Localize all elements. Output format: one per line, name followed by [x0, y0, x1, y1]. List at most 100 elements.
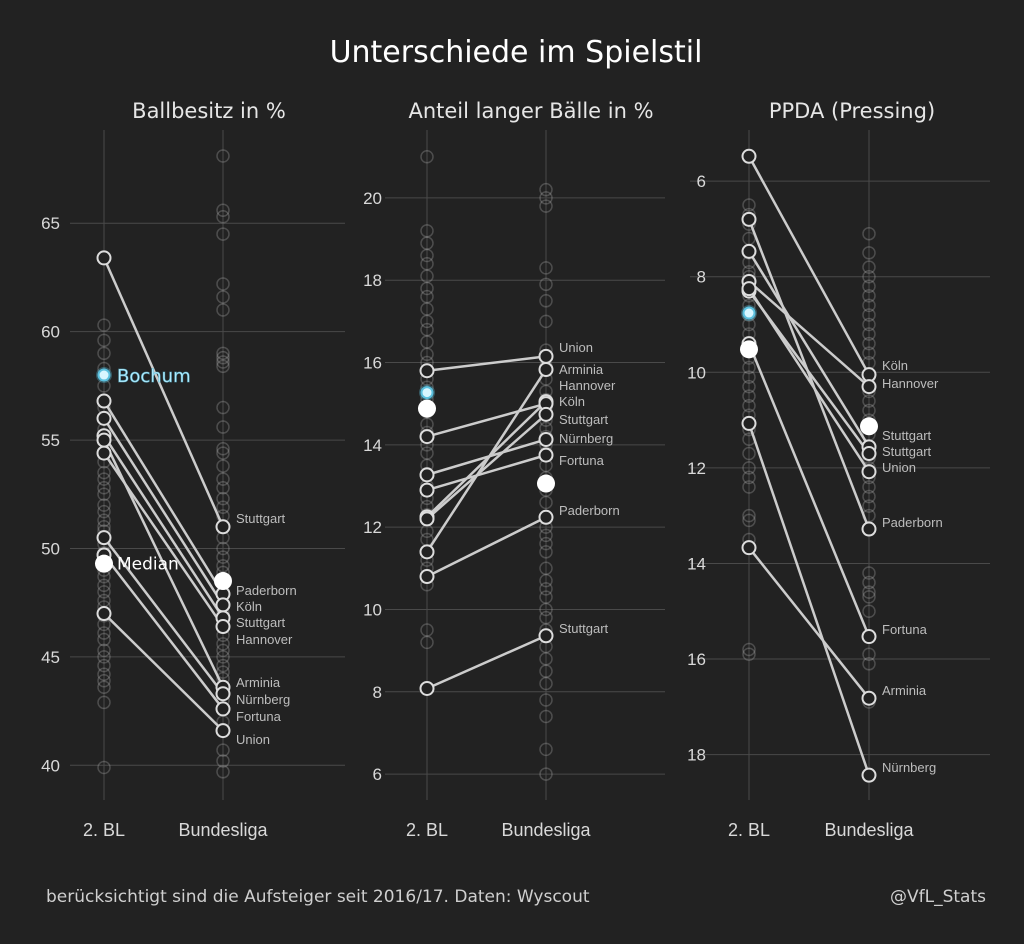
other-team-point — [539, 536, 553, 551]
team-slope-line — [426, 634, 547, 690]
team-point — [419, 429, 435, 445]
other-team-point — [539, 191, 553, 205]
team-slope-line — [103, 612, 224, 732]
team-slope-line — [102, 400, 225, 595]
y-tick-label: 8 — [373, 683, 382, 702]
other-team-point — [420, 281, 434, 296]
other-team-point — [216, 290, 230, 304]
other-team-point — [420, 623, 434, 637]
team-label: Nürnberg — [236, 692, 290, 707]
other-team-point — [97, 487, 111, 502]
highlight-point — [420, 386, 434, 400]
team-label: Fortuna — [236, 709, 282, 724]
team-point — [96, 393, 112, 409]
other-team-point — [539, 314, 553, 329]
team-point — [215, 723, 231, 739]
team-label: Union — [236, 732, 270, 747]
other-team-point — [539, 182, 553, 197]
x-tick-label: 2. BL — [728, 820, 770, 840]
other-team-point — [97, 585, 111, 599]
other-team-point — [862, 289, 876, 303]
highlight-label: Bochum — [117, 366, 191, 387]
other-team-point — [539, 590, 553, 604]
other-team-point — [420, 289, 434, 304]
other-team-point — [97, 680, 111, 694]
other-team-point — [97, 578, 111, 593]
median-point — [214, 572, 232, 591]
team-slope-line — [102, 417, 225, 606]
median-point — [418, 399, 436, 418]
other-team-point — [216, 550, 230, 564]
other-team-point — [97, 632, 111, 647]
other-team-point — [742, 513, 756, 528]
other-team-point — [216, 346, 230, 361]
other-team-point — [216, 559, 230, 573]
other-team-point — [216, 500, 230, 515]
team-point — [215, 686, 231, 702]
other-team-point — [216, 658, 230, 673]
team-point — [96, 432, 112, 448]
team-label: Arminia — [882, 683, 927, 698]
other-team-point — [97, 626, 111, 640]
other-team-point — [97, 673, 111, 688]
panel-3: 6 8 10 12 14 16 18 2. BL Bundesliga Köln Hannover S… — [687, 130, 990, 840]
team-slope-line — [747, 287, 871, 473]
other-team-point — [97, 650, 111, 664]
team-point — [538, 362, 554, 378]
footer-note: berücksichtigt sind die Aufsteiger seit … — [46, 887, 590, 907]
other-team-point — [862, 657, 876, 671]
median-label: Median — [117, 555, 179, 575]
team-point — [419, 511, 435, 527]
other-team-point — [216, 541, 230, 556]
team-point — [861, 446, 877, 462]
other-team-point — [216, 277, 230, 291]
other-team-point — [420, 635, 434, 650]
team-slope-line — [426, 453, 547, 492]
other-team-point — [216, 643, 230, 658]
team-point — [538, 431, 554, 447]
team-label: Stuttgart — [882, 428, 932, 443]
other-team-point — [539, 602, 553, 617]
team-label: Köln — [236, 599, 262, 614]
y-tick-label: 10 — [687, 363, 706, 382]
y-tick-label: 16 — [363, 354, 382, 373]
other-team-point — [742, 379, 756, 394]
other-team-point — [539, 709, 553, 724]
other-team-point — [742, 446, 756, 461]
other-team-point — [216, 491, 230, 506]
team-slope-line — [747, 343, 871, 638]
other-team-point — [97, 695, 111, 710]
other-team-point — [216, 209, 230, 224]
other-team-point — [216, 765, 230, 779]
other-team-point — [97, 318, 111, 332]
team-label: Paderborn — [236, 583, 297, 598]
team-slope-line — [426, 438, 547, 477]
team-slope-line — [103, 536, 224, 695]
team-label: Hannover — [236, 632, 293, 647]
team-point — [861, 464, 877, 480]
team-label: Fortuna — [559, 453, 605, 468]
y-tick-label: 18 — [363, 271, 382, 290]
team-slope-line — [102, 439, 225, 688]
team-label: Arminia — [236, 675, 281, 690]
panel-2: 6 8 10 12 14 16 18 20 2. BL Bundesliga Union Armini… — [363, 130, 665, 840]
team-point — [861, 767, 877, 783]
other-team-point — [539, 199, 553, 213]
other-team-point — [420, 224, 434, 238]
team-label: Stuttgart — [236, 615, 286, 630]
team-slope-line — [103, 554, 224, 710]
y-tick-label: 10 — [363, 600, 382, 619]
team-label: Union — [559, 340, 593, 355]
team-point — [861, 521, 877, 537]
team-slope-line — [102, 435, 225, 619]
team-slope-line — [747, 423, 871, 776]
other-team-point — [97, 658, 111, 673]
team-label: Hannover — [559, 378, 616, 393]
y-tick-label: 14 — [363, 436, 382, 455]
other-team-point — [97, 481, 111, 495]
team-slope-line — [748, 546, 870, 699]
other-team-point — [742, 370, 756, 384]
team-label: Paderborn — [882, 515, 943, 530]
footer-handle: @VfL_Stats — [890, 887, 986, 907]
